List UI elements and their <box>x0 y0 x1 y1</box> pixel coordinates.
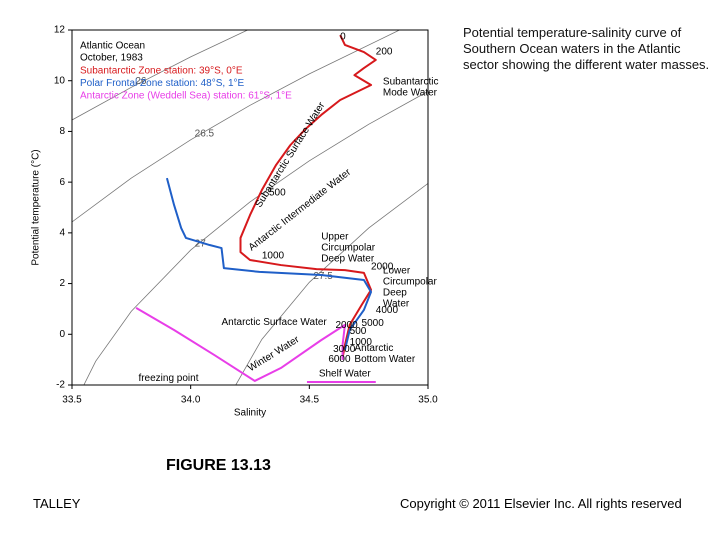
isopycnal-label: 26.5 <box>195 128 215 139</box>
caption: Potential temperature-salinity curve of … <box>463 25 710 72</box>
annotation-text: Circumpolar <box>383 277 438 288</box>
x-tick-label: 34.0 <box>181 395 201 406</box>
y-tick-label: 4 <box>59 227 65 238</box>
y-tick-label: 8 <box>59 126 65 137</box>
annotation: Shelf Water <box>319 369 372 380</box>
annotation: freezing point <box>138 373 198 384</box>
legend-entry: Polar Frontal Zone station: 48°S, 1°E <box>80 78 245 89</box>
annotation-text: Lower <box>383 266 411 277</box>
legend-entry: Antarctic Zone (Weddell Sea) station: 61… <box>80 91 292 102</box>
annotation: 0 <box>340 32 346 43</box>
x-tick-label: 34.5 <box>300 395 320 406</box>
annotation-text: 500 <box>350 326 367 337</box>
annotation-text: 5000 <box>362 318 385 329</box>
annotation: 2000 <box>335 320 358 331</box>
annotation-text: 200 <box>376 47 393 58</box>
annotation: 500 <box>269 188 286 199</box>
annotation-text: Shelf Water <box>319 369 372 380</box>
annotation: 3000 <box>333 344 356 355</box>
annotation-text: 3000 <box>333 344 356 355</box>
isopycnal <box>72 30 248 121</box>
isopycnal <box>83 91 428 385</box>
annotation-text: Mode Water <box>383 88 438 99</box>
legend-entry: Subantarctic Zone station: 39°S, 0°E <box>80 66 243 77</box>
annotation-text: 500 <box>269 188 286 199</box>
x-axis-label: Salinity <box>234 408 266 419</box>
y-axis-label: Potential temperature (°C) <box>31 149 42 265</box>
annotation-text: 2000 <box>371 262 394 273</box>
y-tick-label: 2 <box>59 278 65 289</box>
annotation-text: 6000 <box>328 354 351 365</box>
chart-subtitle: October, 1983 <box>80 53 143 64</box>
annotation: 1000 <box>262 251 285 262</box>
annotation: 6000 <box>328 354 351 365</box>
annotation-text: Deep <box>383 288 407 299</box>
isopycnal-label: 26 <box>135 76 147 87</box>
annotation: 200 <box>376 47 393 58</box>
annotation-text: 4000 <box>376 305 399 316</box>
annotation-text: 0 <box>340 32 346 43</box>
annotation-text: 1000 <box>262 251 285 262</box>
annotation: 4000 <box>376 305 399 316</box>
y-tick-label: 10 <box>54 75 66 86</box>
annotation-text: 1000 <box>350 337 373 348</box>
annotation-text: Upper <box>321 231 349 242</box>
chart-title: Atlantic Ocean <box>80 41 145 52</box>
copyright: Copyright © 2011 Elsevier Inc. All right… <box>400 496 682 511</box>
y-tick-label: -2 <box>56 380 65 391</box>
y-tick-label: 12 <box>54 25 66 36</box>
series-line <box>239 34 377 359</box>
annotation: 2000 <box>371 262 394 273</box>
plot-frame <box>71 29 429 386</box>
author: TALLEY <box>33 496 81 511</box>
series-line <box>165 177 373 351</box>
annotation-text: freezing point <box>138 373 198 384</box>
annotation-text: Winter Water <box>246 334 302 374</box>
annotation: Winter Water <box>246 334 302 374</box>
x-tick-label: 35.0 <box>418 395 438 406</box>
annotation-text: Deep Water <box>321 253 375 264</box>
x-tick-label: 33.5 <box>62 395 82 406</box>
annotation-text: Water <box>383 299 410 310</box>
annotation-text: Antarctic <box>354 343 393 354</box>
isopycnal-label: 27.5 <box>313 271 333 282</box>
annotation: 5000 <box>362 318 385 329</box>
figure-label: FIGURE 13.13 <box>166 457 271 474</box>
series-line <box>135 307 376 383</box>
annotation-text: Antarctic Surface Water <box>222 317 328 328</box>
annotation-text: Subantarctic <box>383 77 439 88</box>
chart: 26 26.5 27 27.5 33.5 34.0 34.5 35.0 -2 0 2 4 6 8 10 12 S… <box>31 25 439 419</box>
y-tick-label: 6 <box>59 177 65 188</box>
isopycnal <box>72 30 400 223</box>
isopycnal-label: 27 <box>195 239 207 250</box>
annotation: Antarctic Surface Water <box>222 317 328 328</box>
y-tick-label: 0 <box>59 329 65 340</box>
annotation-text: 2000 <box>335 320 358 331</box>
annotation-text: Bottom Water <box>354 354 415 365</box>
isopycnal <box>235 183 428 385</box>
annotation-text: Circumpolar <box>321 242 376 253</box>
